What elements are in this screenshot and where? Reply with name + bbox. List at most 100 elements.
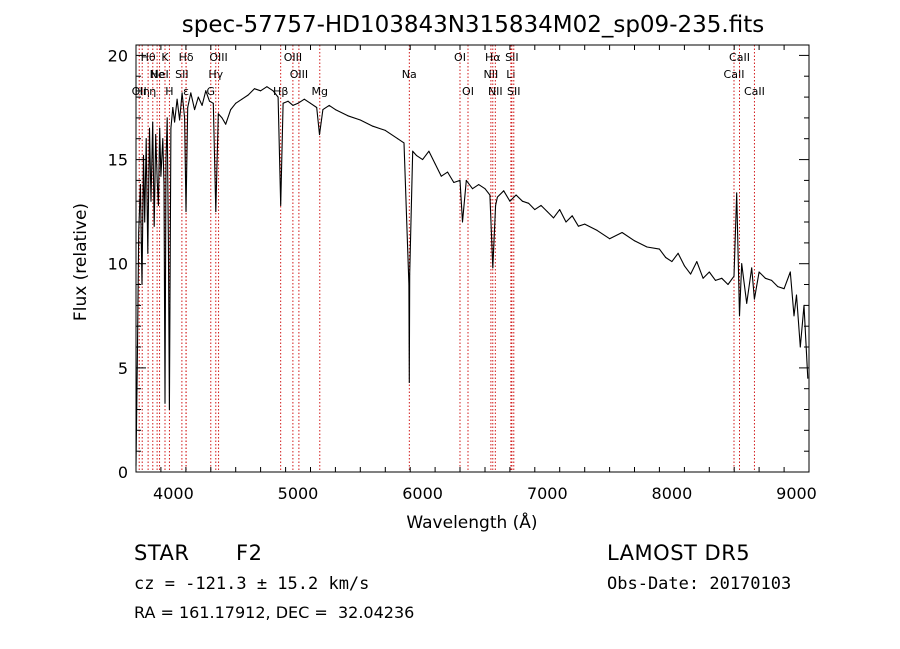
spectrum-point: [201, 104, 203, 106]
spectrum-point: [799, 346, 801, 348]
line-label: OII: [132, 85, 147, 98]
spectrum-point: [489, 194, 491, 196]
spectrum-point: [503, 190, 505, 192]
spectrum-point: [746, 302, 748, 304]
spectrum-point: [462, 221, 463, 223]
spectrum-point: [176, 98, 178, 100]
spectrum-point: [156, 179, 158, 181]
line-label: OIII: [290, 68, 308, 81]
spectrum-point: [783, 288, 785, 290]
spectrum-point: [677, 252, 679, 254]
spectrum-point: [758, 271, 760, 273]
spectrum-point: [141, 284, 143, 285]
object-type: STAR: [134, 541, 190, 565]
spectrum-point: [322, 109, 324, 111]
spectrum-point: [372, 125, 374, 127]
spectrum-point: [789, 271, 791, 273]
spectrum-point: [409, 273, 411, 275]
spectrum-point: [540, 204, 542, 206]
spectrum-point: [621, 232, 623, 233]
obs-date: Obs-Date: 20170103: [607, 574, 792, 594]
spectrum-point: [164, 402, 166, 404]
spectrum-point: [287, 100, 289, 102]
spectrum-point: [159, 127, 161, 129]
spectrum-point: [492, 267, 494, 269]
line-label: NII: [488, 85, 503, 98]
line-label: G: [207, 85, 216, 98]
spectrum-point: [297, 102, 299, 104]
spectrum-point: [241, 98, 243, 100]
spectrum-point: [185, 211, 187, 213]
line-label: CaII: [729, 51, 750, 64]
spectrum-point: [310, 102, 311, 104]
spectrum-point: [577, 225, 579, 227]
spectrum-point: [166, 117, 168, 119]
spectrum-point: [153, 225, 155, 227]
line-label: CaII: [744, 85, 765, 98]
spectrum-point: [415, 154, 417, 156]
spectrum-point: [174, 121, 176, 123]
line-label: OI: [454, 51, 466, 64]
spectrum-point: [609, 238, 611, 240]
spectrum-point: [465, 179, 467, 181]
spectrum-point: [167, 242, 169, 244]
spectrum-point: [634, 240, 635, 242]
spectrum-point: [741, 263, 743, 265]
spectrum-point: [751, 267, 753, 269]
spectrum-point: [190, 92, 192, 94]
spectrum-point: [733, 275, 735, 277]
spectrum-point: [215, 211, 217, 213]
line-label: SII: [505, 51, 518, 64]
spectrum-point: [422, 159, 424, 161]
spectrum-point: [139, 184, 141, 186]
line-label: Hδ: [179, 51, 194, 64]
spectrum-point: [403, 142, 405, 144]
line-label: CaII: [724, 68, 745, 81]
spectrum-point: [683, 265, 685, 267]
spectrum-point: [187, 107, 189, 108]
spectrum-point: [277, 96, 279, 98]
spectrum-point: [319, 134, 320, 136]
y-tick-label: 15: [108, 151, 128, 170]
spectrum-point: [696, 261, 698, 263]
line-label: Hβ: [273, 85, 288, 98]
spectrum-point: [205, 90, 207, 92]
redshift-text: cz = -121.3 ± 15.2 km/s: [134, 574, 370, 594]
spectrum-point: [708, 271, 710, 273]
x-tick-label: 7000: [527, 484, 568, 503]
spectrum-point: [434, 163, 436, 165]
spectrum-point: [359, 119, 361, 121]
axis-ticks: 4000 5000 6000 7000 8000 9000 0 5 10 15 20: [108, 45, 817, 503]
spectrum-point: [155, 134, 157, 136]
spectrum-point: [459, 179, 461, 181]
spectrum-point: [472, 188, 473, 190]
spectrum-point: [496, 196, 498, 198]
spectrum-point: [272, 90, 274, 92]
y-axis-label: Flux (relative): [71, 203, 91, 321]
x-tick-label: 8000: [652, 484, 693, 503]
spectrum-point: [727, 284, 729, 285]
line-label: Hη: [135, 85, 150, 98]
spectrum-point: [144, 221, 146, 223]
spectrum-point: [160, 175, 162, 177]
spectrum-point: [334, 109, 336, 111]
spectrum-point: [408, 284, 410, 285]
spectrum-point: [559, 209, 561, 211]
line-label: Hα: [485, 51, 501, 64]
spectrum-point: [571, 215, 573, 217]
spectrum-point: [484, 188, 486, 190]
spectrum-point: [777, 286, 779, 288]
spectrum-point: [515, 194, 517, 196]
spectrum-point: [150, 200, 152, 202]
spectrum-point: [412, 150, 414, 152]
spectrum-point: [771, 279, 773, 281]
spectrum-point: [163, 184, 165, 186]
spectrum-point: [796, 294, 797, 296]
line-label: Li: [506, 68, 515, 81]
spectrum-point: [495, 204, 497, 206]
spectrum-point: [546, 211, 548, 213]
spectrum-point: [440, 175, 442, 177]
spectrum-point: [521, 200, 523, 202]
spectrum-point: [184, 117, 186, 119]
spectrum-point: [179, 119, 181, 121]
